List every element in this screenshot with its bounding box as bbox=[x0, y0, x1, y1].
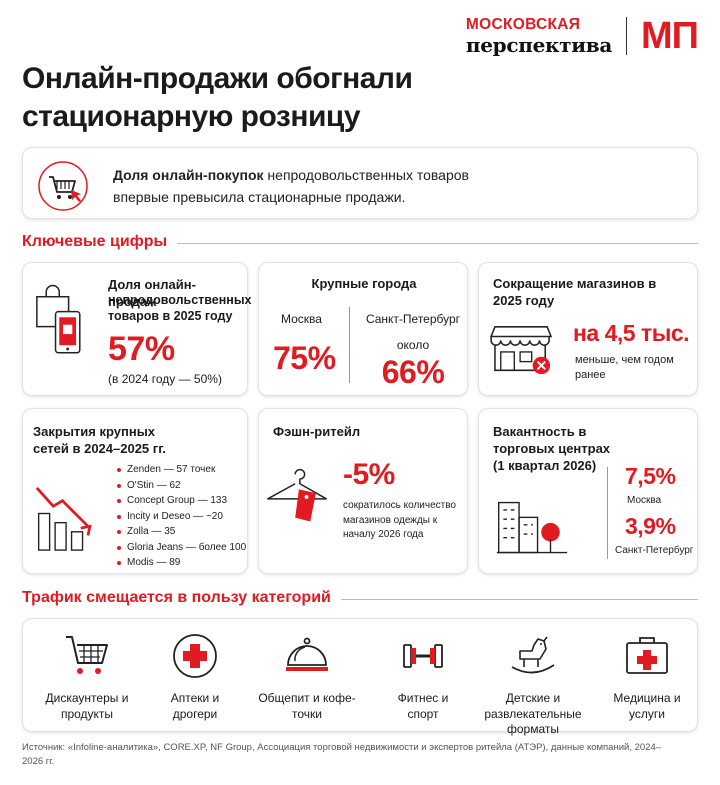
dumbbell-icon bbox=[403, 644, 443, 668]
hanger-tag-icon bbox=[267, 468, 328, 522]
closed-store-icon bbox=[489, 326, 553, 375]
list-item: Gloria Jeans — более 100 bbox=[117, 540, 247, 556]
spb-prefix: около bbox=[396, 338, 430, 352]
card-vacancy-title: Вакантность в торговых центрах (1 кварта… bbox=[493, 424, 611, 473]
section-divider bbox=[22, 243, 698, 244]
list-item: Zolla — 35 bbox=[117, 524, 247, 540]
section-divider bbox=[22, 599, 698, 600]
fashion-value: -5% bbox=[343, 458, 395, 491]
category-label: Медицина и услуги bbox=[613, 691, 681, 721]
spb-label: Санкт-Петербург bbox=[365, 312, 461, 326]
list-item: O'Stin — 62 bbox=[117, 478, 247, 494]
category-item: Фитнес и спорт bbox=[359, 619, 487, 722]
shopping-cart-icon bbox=[66, 636, 108, 674]
brand-divider bbox=[626, 17, 628, 55]
shopping-bag-phone-icon bbox=[36, 284, 81, 354]
medical-kit-icon bbox=[626, 637, 668, 674]
store-reduction-value: на 4,5 тыс. bbox=[573, 320, 690, 346]
card-online-share-title: Доля онлайн-продаж bbox=[108, 277, 196, 309]
card-cities: Крупные города Москва 75% Санкт-Петербур… bbox=[258, 262, 468, 396]
intro-card: Доля онлайн-покупок непродовольственных … bbox=[22, 147, 698, 219]
card-online-share: Доля онлайн-продаж непродовольственных т… bbox=[22, 262, 252, 396]
spb-value: 66% bbox=[381, 354, 445, 390]
cities-divider bbox=[349, 307, 350, 383]
brand-line-1: МОСКОВСКАЯ bbox=[465, 16, 581, 34]
vacancy-moscow-label: Москва bbox=[627, 495, 662, 506]
rocking-horse-icon bbox=[511, 636, 555, 674]
categories-card: Дискаунтеры и продукты Аптеки и дрогери … bbox=[22, 618, 698, 736]
card-fashion-title: Фэшн-ритейл bbox=[273, 424, 361, 439]
page-title: Онлайн-продажи обогнали стационарную роз… bbox=[22, 62, 413, 133]
intro-text: Доля онлайн-покупок непродовольственных … bbox=[113, 164, 503, 208]
brand-mark: МП bbox=[641, 14, 699, 57]
list-item: Zenden — 57 точек bbox=[117, 462, 247, 478]
category-label: Дискаунтеры и продукты bbox=[45, 691, 129, 721]
category-label: Фитнес и спорт bbox=[397, 691, 449, 721]
pharmacy-cross-icon bbox=[173, 634, 217, 678]
moscow-value: 75% bbox=[273, 340, 336, 376]
category-label: Аптеки и дрогери bbox=[170, 691, 220, 721]
category-item: Дискаунтеры и продукты bbox=[23, 619, 151, 722]
card-vacancy: Вакантность в торговых центрах (1 кварта… bbox=[478, 408, 698, 574]
card-online-share-value: 57% bbox=[108, 330, 175, 368]
card-fashion: Фэшн-ритейл -5% сократилось количество м… bbox=[258, 408, 468, 574]
vacancy-moscow-value: 7,5% bbox=[625, 463, 676, 489]
buildings-tree-icon bbox=[496, 501, 568, 554]
declining-chart-icon bbox=[35, 486, 92, 551]
brand-line-2: перспектива bbox=[465, 32, 613, 57]
list-item: Concept Group — 133 bbox=[117, 493, 247, 509]
fashion-note: сократилось количество магазинов одежды … bbox=[343, 500, 456, 540]
card-closures-title: Закрытия крупных сетей в 2024–2025 гг. bbox=[33, 424, 166, 456]
source-note: Источник: «Infoline-аналитика», CORE.XP,… bbox=[22, 742, 662, 767]
moscow-label: Москва bbox=[281, 312, 322, 326]
food-cloche-icon bbox=[286, 637, 328, 671]
intro-bold: Доля онлайн-покупок bbox=[113, 167, 264, 183]
category-item: Детские и развлекательные форматы bbox=[469, 619, 597, 738]
card-closures: Закрытия крупных сетей в 2024–2025 гг. Z… bbox=[22, 408, 248, 574]
card-online-share-note: (в 2024 году — 50%) bbox=[108, 372, 222, 386]
category-item: Аптеки и дрогери bbox=[131, 619, 259, 722]
vacancy-spb-label: Санкт-Петербург bbox=[615, 545, 694, 556]
intro-rest: непродовольственных товаров впервые прев… bbox=[113, 167, 469, 205]
closures-list: Zenden — 57 точек O'Stin — 62 Concept Gr… bbox=[117, 462, 247, 571]
card-cities-title: Крупные города bbox=[311, 276, 417, 291]
section-heading-key-figures: Ключевые цифры bbox=[22, 233, 178, 251]
category-item: Медицина и услуги bbox=[583, 619, 711, 722]
category-label: Общепит и кофе-точки bbox=[258, 691, 356, 721]
section-heading-traffic: Трафик смещается в пользу категорий bbox=[22, 589, 341, 607]
brand-logo: МОСКОВСКАЯ перспектива МП bbox=[465, 14, 699, 58]
card-store-reduction: Сокращение магазинов в 2025 году на 4,5 … bbox=[478, 262, 698, 396]
vacancy-divider bbox=[607, 467, 608, 559]
list-item: Incity и Deseo — ~20 bbox=[117, 509, 247, 525]
store-reduction-note: меньше, чем годом ранее bbox=[575, 354, 674, 381]
vacancy-spb-value: 3,9% bbox=[625, 513, 676, 539]
card-online-share-subtitle: непродовольственных товаров в 2025 году bbox=[108, 293, 252, 323]
category-label: Детские и развлекательные форматы bbox=[484, 691, 582, 736]
list-item: Modis — 89 bbox=[117, 555, 247, 571]
card-store-reduction-title: Сокращение магазинов в 2025 году bbox=[493, 276, 657, 308]
shopping-cart-cursor-icon bbox=[38, 161, 88, 211]
category-item: Общепит и кофе-точки bbox=[243, 619, 371, 722]
